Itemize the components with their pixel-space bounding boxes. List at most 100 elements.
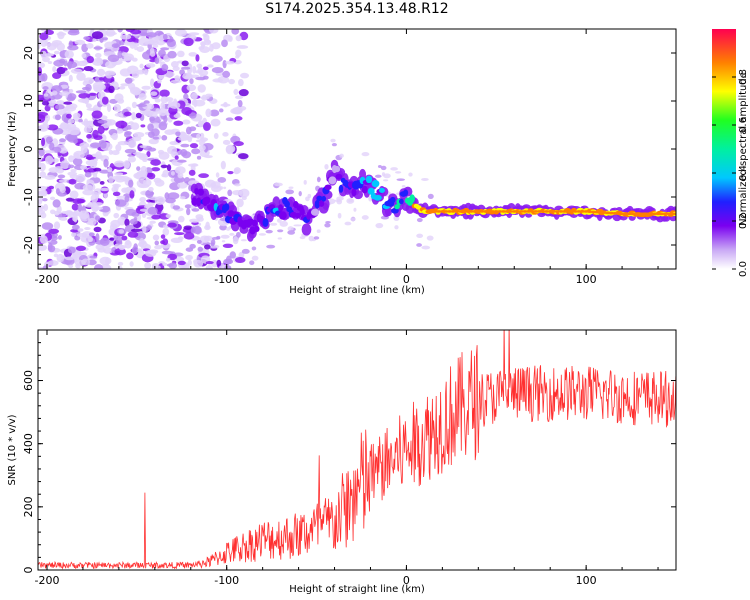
noise-blob: [211, 67, 224, 74]
y-tick-label: 0: [22, 146, 35, 153]
noise-blob: [124, 77, 133, 84]
noise-blob: [287, 226, 294, 232]
noise-blob: [203, 122, 211, 131]
noise-blob: [189, 126, 197, 132]
noise-blob: [70, 169, 77, 173]
ridge-peak: [540, 210, 546, 213]
ridge-peak: [633, 212, 639, 216]
noise-blob: [58, 58, 66, 64]
noise-blob: [38, 67, 43, 76]
noise-blob: [162, 262, 168, 267]
noise-blob: [177, 260, 186, 266]
noise-blob: [120, 83, 130, 87]
noise-blob: [193, 259, 204, 268]
noise-blob: [64, 256, 75, 261]
noise-blob: [89, 255, 98, 259]
snr-line: [38, 330, 676, 570]
noise-blob: [87, 217, 97, 226]
noise-blob: [222, 70, 231, 78]
noise-blob: [205, 221, 210, 229]
noise-blob: [154, 35, 160, 41]
noise-blob: [212, 78, 224, 83]
noise-blob: [170, 79, 182, 84]
noise-blob: [91, 110, 103, 119]
x-tick-label: -200: [35, 273, 60, 286]
noise-blob: [39, 171, 47, 179]
noise-blob: [124, 195, 130, 203]
ridge-mark: [409, 194, 415, 203]
snr-xlabel: Height of straight line (km): [289, 584, 425, 595]
ridge-peak: [436, 210, 442, 213]
noise-blob: [199, 144, 206, 151]
noise-blob: [269, 222, 278, 226]
noise-blob: [120, 34, 132, 40]
noise-blob: [176, 50, 185, 58]
noise-blob: [228, 78, 236, 85]
noise-blob: [149, 47, 155, 54]
noise-blob: [228, 35, 233, 42]
colorbar: 0.0 0.2 0.4 0.6 0.8 Normalized spectral ampl…: [712, 29, 749, 277]
noise-blob: [162, 33, 168, 40]
noise-blob: [193, 99, 206, 107]
noise-blob: [65, 210, 73, 216]
noise-blob: [66, 103, 78, 110]
noise-blob: [91, 31, 104, 40]
noise-blob: [117, 245, 127, 249]
noise-blob: [416, 243, 422, 247]
noise-blob: [188, 169, 196, 176]
snr-frame: [37, 329, 677, 571]
noise-blob: [427, 193, 434, 199]
noise-blob: [143, 178, 152, 187]
noise-blob: [339, 153, 344, 158]
noise-blob: [152, 234, 160, 241]
noise-blob: [137, 29, 149, 36]
snr-ylabel: SNR (10 * v/v): [7, 414, 18, 485]
noise-blob: [49, 196, 56, 201]
noise-blob: [197, 84, 206, 93]
ridge-peak: [522, 210, 528, 213]
noise-blob: [81, 53, 87, 59]
noise-blob: [183, 93, 189, 100]
noise-blob: [128, 179, 134, 188]
noise-blob: [383, 173, 391, 179]
noise-blob: [316, 176, 321, 183]
noise-blob: [177, 159, 187, 163]
noise-blob: [421, 177, 429, 181]
ridge-peak: [475, 210, 481, 213]
noise-blob: [96, 57, 103, 64]
ridge-mark: [351, 188, 357, 197]
noise-blob: [324, 163, 329, 170]
ridge-peak: [673, 212, 676, 216]
noise-blob: [57, 235, 62, 240]
x-tick-label: -100: [214, 273, 239, 286]
noise-blob: [143, 111, 152, 115]
ridge-peak: [626, 212, 632, 216]
noise-blob: [131, 246, 138, 255]
noise-blob: [336, 199, 343, 205]
noise-blob: [190, 92, 198, 100]
noise-blob: [174, 232, 185, 236]
noise-blob: [168, 262, 178, 269]
colorbar-gradient: [712, 29, 736, 269]
noise-blob: [416, 233, 424, 239]
noise-blob: [117, 140, 129, 146]
noise-blob: [65, 197, 75, 202]
noise-blob: [85, 156, 97, 160]
x-tick-label: -100: [214, 574, 239, 587]
noise-blob: [151, 214, 161, 220]
noise-blob: [93, 158, 98, 162]
noise-blob: [237, 78, 244, 87]
noise-blob: [174, 155, 179, 160]
noise-blob: [113, 104, 121, 112]
noise-blob: [287, 230, 296, 235]
noise-blob: [140, 240, 147, 245]
noise-blob: [67, 118, 75, 124]
ridge-peak: [479, 210, 485, 213]
noise-blob: [57, 174, 66, 179]
noise-blob: [238, 89, 249, 97]
noise-blob: [66, 96, 76, 102]
noise-blob: [197, 216, 204, 222]
noise-blob: [99, 180, 105, 185]
noise-blob: [231, 29, 240, 35]
noise-blob: [198, 173, 209, 179]
